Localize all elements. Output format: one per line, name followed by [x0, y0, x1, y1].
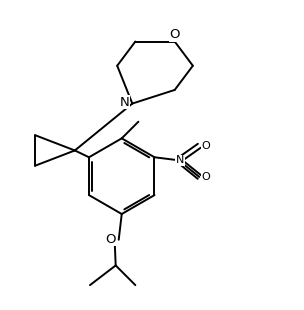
Text: O: O	[169, 28, 180, 41]
Text: O: O	[202, 172, 210, 182]
Text: N: N	[176, 155, 185, 165]
Text: O: O	[105, 232, 116, 246]
Text: O: O	[202, 141, 210, 151]
Text: N: N	[120, 95, 130, 108]
